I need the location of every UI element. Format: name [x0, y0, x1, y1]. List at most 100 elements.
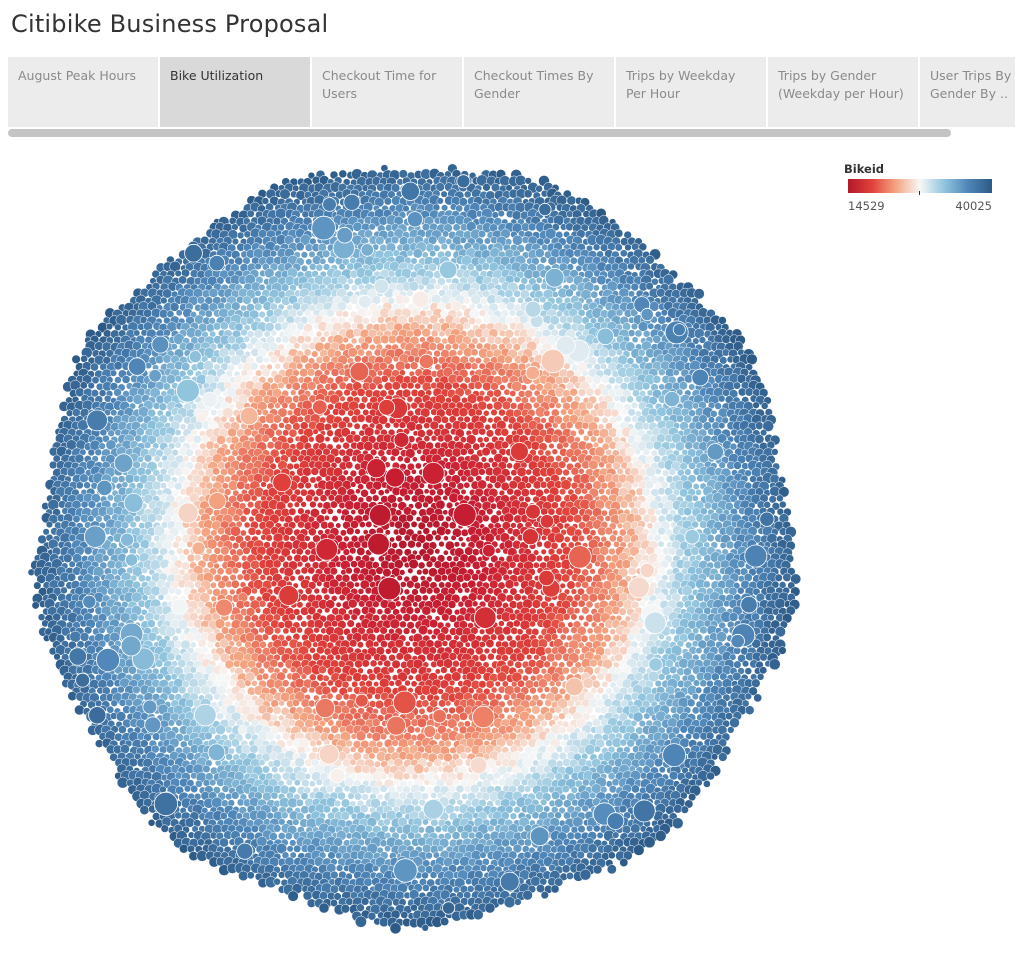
- bike-bubble-1213[interactable]: [258, 310, 266, 319]
- bike-bubble-3158[interactable]: [642, 448, 651, 456]
- bike-bubble-953[interactable]: [592, 284, 600, 292]
- bike-bubble-2513[interactable]: [752, 401, 760, 409]
- bike-bubble-3189[interactable]: [153, 455, 161, 463]
- bike-bubble-3434[interactable]: [562, 468, 570, 477]
- bike-bubble-3574[interactable]: [160, 482, 167, 489]
- bike-bubble-4323[interactable]: [657, 526, 666, 536]
- bike-bubble-4758[interactable]: [181, 561, 190, 571]
- bike-bubble-4007[interactable]: [495, 509, 502, 516]
- bike-bubble-2445[interactable]: [235, 400, 245, 411]
- bike-bubble-4887[interactable]: [399, 569, 406, 576]
- bike-bubble-1766[interactable]: [607, 348, 617, 358]
- bike-bubble-3379[interactable]: [144, 468, 152, 476]
- bike-bubble-4185[interactable]: [359, 521, 366, 528]
- bike-bubble-474[interactable]: [428, 235, 438, 245]
- bike-bubble-2293[interactable]: [493, 388, 502, 398]
- bike-bubble-3342[interactable]: [588, 459, 599, 470]
- bike-bubble-4283[interactable]: [354, 528, 361, 535]
- bike-bubble-4530[interactable]: [725, 540, 735, 550]
- bike-bubble-2004[interactable]: [376, 369, 384, 377]
- bike-bubble-2655[interactable]: [417, 415, 427, 425]
- bike-bubble-1553[interactable]: [304, 335, 312, 344]
- bike-bubble-391[interactable]: [236, 231, 245, 240]
- bike-bubble-4574[interactable]: [304, 548, 312, 556]
- bike-bubble-3620[interactable]: [508, 480, 518, 490]
- bike-bubble-4863[interactable]: [216, 567, 225, 576]
- bike-bubble-4671[interactable]: [286, 554, 293, 562]
- bike-bubble-3207[interactable]: [289, 454, 298, 463]
- bike-bubble-4558[interactable]: [182, 548, 190, 556]
- bike-bubble-1842[interactable]: [504, 355, 513, 364]
- bike-bubble-3902[interactable]: [435, 499, 446, 510]
- bike-bubble-982[interactable]: [254, 289, 262, 297]
- bike-bubble-1804[interactable]: [216, 356, 225, 365]
- bike-bubble-2148[interactable]: [87, 382, 95, 390]
- bike-bubble-3856[interactable]: [87, 500, 97, 509]
- bike-bubble-578[interactable]: [300, 251, 308, 259]
- bike-bubble-930[interactable]: [417, 283, 425, 291]
- bike-bubble-2449[interactable]: [267, 402, 275, 410]
- bike-bubble-4812[interactable]: [594, 560, 601, 567]
- bike-bubble-2589[interactable]: [627, 408, 636, 417]
- bike-bubble-4789[interactable]: [417, 561, 426, 570]
- bike-bubble-2401[interactable]: [613, 395, 621, 402]
- bike-bubble-1509[interactable]: [627, 329, 636, 337]
- bike-bubble-2959[interactable]: [583, 434, 590, 442]
- bike-bubble-3801[interactable]: [411, 494, 419, 503]
- bike-bubble-4392[interactable]: [425, 533, 434, 542]
- bike-bubble-3989[interactable]: [357, 507, 365, 516]
- bike-bubble-3428[interactable]: [516, 466, 527, 478]
- bike-bubble-3622[interactable]: [525, 482, 532, 489]
- bike-bubble-2908[interactable]: [192, 434, 202, 444]
- bike-bubble-1748[interactable]: [470, 348, 479, 357]
- bike-bubble-958[interactable]: [630, 282, 639, 292]
- bike-bubble-3193[interactable]: [182, 455, 190, 463]
- bike-bubble-4488[interactable]: [407, 539, 416, 549]
- bike-bubble-4874[interactable]: [300, 566, 309, 575]
- bike-bubble-3689[interactable]: [300, 488, 308, 497]
- bike-bubble-921[interactable]: [350, 284, 358, 292]
- bike-bubble-3137[interactable]: [481, 447, 491, 457]
- bike-bubble-4381[interactable]: [343, 535, 350, 542]
- bike-bubble-1452[interactable]: [194, 329, 203, 338]
- bike-bubble-3271[interactable]: [49, 460, 58, 470]
- bike-bubble-2435[interactable]: [158, 402, 168, 411]
- bike-bubble-2189[interactable]: [400, 382, 408, 390]
- bike-bubble-2769[interactable]: [565, 421, 574, 429]
- bike-bubble-1309[interactable]: [377, 315, 385, 324]
- bike-bubble-3110[interactable]: [279, 448, 286, 456]
- bike-bubble-1294[interactable]: [263, 316, 271, 323]
- bike-bubble-2664[interactable]: [487, 417, 494, 424]
- bike-bubble-2514[interactable]: [760, 402, 769, 410]
- bike-bubble-478[interactable]: [459, 236, 467, 244]
- bike-bubble-3889[interactable]: [338, 501, 346, 509]
- bike-bubble-2185[interactable]: [368, 382, 377, 391]
- bike-bubble-2303[interactable]: [569, 388, 578, 397]
- bike-bubble-1415[interactable]: [556, 322, 563, 330]
- bike-bubble-2205[interactable]: [520, 384, 528, 391]
- bike-bubble-3338[interactable]: [558, 460, 567, 469]
- bike-bubble-4659[interactable]: [193, 553, 202, 562]
- bike-bubble-2939[interactable]: [430, 435, 438, 442]
- tab-bike-utilization[interactable]: Bike Utilization: [160, 57, 310, 127]
- bike-bubble-2755[interactable]: [458, 421, 468, 430]
- bike-bubble-2803[interactable]: [107, 429, 115, 437]
- bike-bubble-2845[interactable]: [425, 428, 434, 437]
- bike-bubble-4423[interactable]: [661, 533, 670, 542]
- bike-bubble-3220[interactable]: [389, 455, 396, 462]
- bike-bubble-4194[interactable]: [426, 521, 434, 529]
- bike-bubble-1026[interactable]: [590, 290, 599, 299]
- bike-bubble-3780[interactable]: [250, 494, 258, 502]
- bike-bubble-2991[interactable]: [98, 442, 106, 450]
- bike-bubble-4014[interactable]: [547, 507, 556, 516]
- bike-bubble-4761[interactable]: [206, 561, 214, 569]
- bike-bubble-1987[interactable]: [247, 369, 254, 377]
- bike-bubble-1827[interactable]: [392, 355, 400, 363]
- bike-bubble-3593[interactable]: [304, 481, 312, 490]
- bike-bubble-1770[interactable]: [637, 349, 646, 357]
- bike-bubble-1308[interactable]: [369, 316, 378, 324]
- bike-bubble-1510[interactable]: [634, 329, 643, 338]
- bike-bubble-4865[interactable]: [231, 566, 240, 575]
- bike-bubble-4788[interactable]: [408, 558, 419, 570]
- bike-bubble-3310[interactable]: [345, 461, 354, 470]
